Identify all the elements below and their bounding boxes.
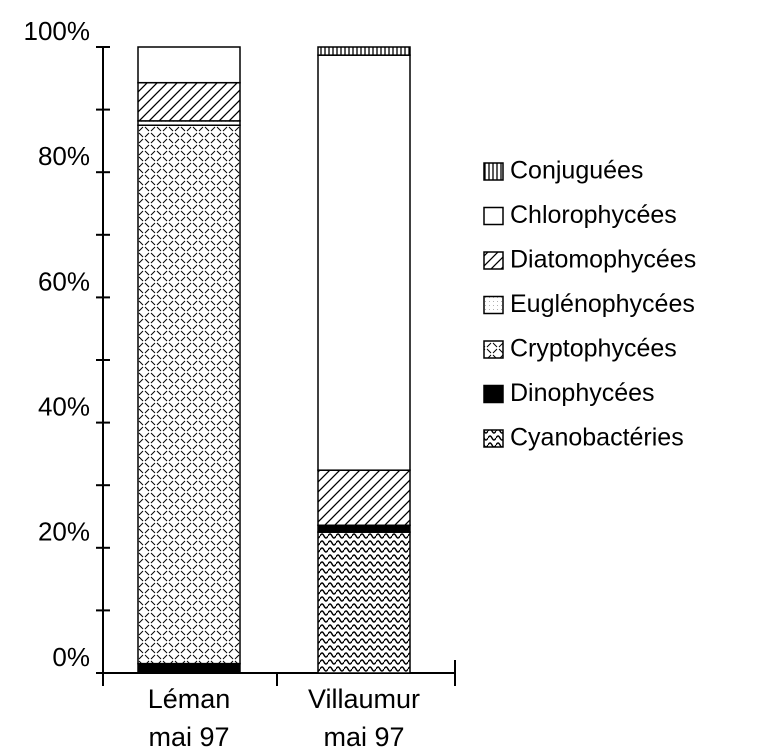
x-tick-label: Villaumur mai 97: [307, 684, 421, 752]
legend-swatch: [483, 206, 504, 226]
bar-segment: [317, 531, 411, 674]
bar-segment: [317, 524, 411, 533]
legend-label: Chlorophycées: [510, 201, 677, 229]
legend-swatch: [483, 295, 504, 315]
bar-segment: [137, 46, 241, 84]
legend-swatch: [483, 251, 504, 270]
y-tick-label: 0%: [52, 642, 90, 672]
bar-segment: [317, 54, 411, 471]
y-tick-label: 80%: [38, 141, 90, 171]
y-tick-label: 40%: [38, 391, 90, 421]
y-tick-label: 20%: [38, 517, 90, 547]
legend-label: Conjuguées: [510, 157, 643, 185]
legend-swatch: [483, 429, 504, 448]
legend-label: Dinophycées: [510, 379, 655, 407]
legend-label: Cyanobactéries: [510, 424, 684, 452]
legend-label: Cryptophycées: [510, 335, 677, 363]
y-tick-label: 60%: [38, 266, 90, 296]
legend-swatch: [483, 384, 504, 404]
y-tick-label: 100%: [24, 16, 91, 46]
bar-segment: [317, 469, 411, 527]
bar-segment: [317, 46, 411, 56]
bar-segment: [137, 81, 241, 122]
bar-segment: [137, 662, 241, 674]
legend-swatch: [483, 162, 504, 181]
legend-label: Euglénophycées: [510, 290, 695, 318]
x-tick-label: Léman mai 97: [147, 684, 231, 752]
legend-swatch: [483, 340, 504, 359]
bar-segment: [137, 124, 241, 665]
legend-label: Diatomophycées: [510, 246, 696, 274]
